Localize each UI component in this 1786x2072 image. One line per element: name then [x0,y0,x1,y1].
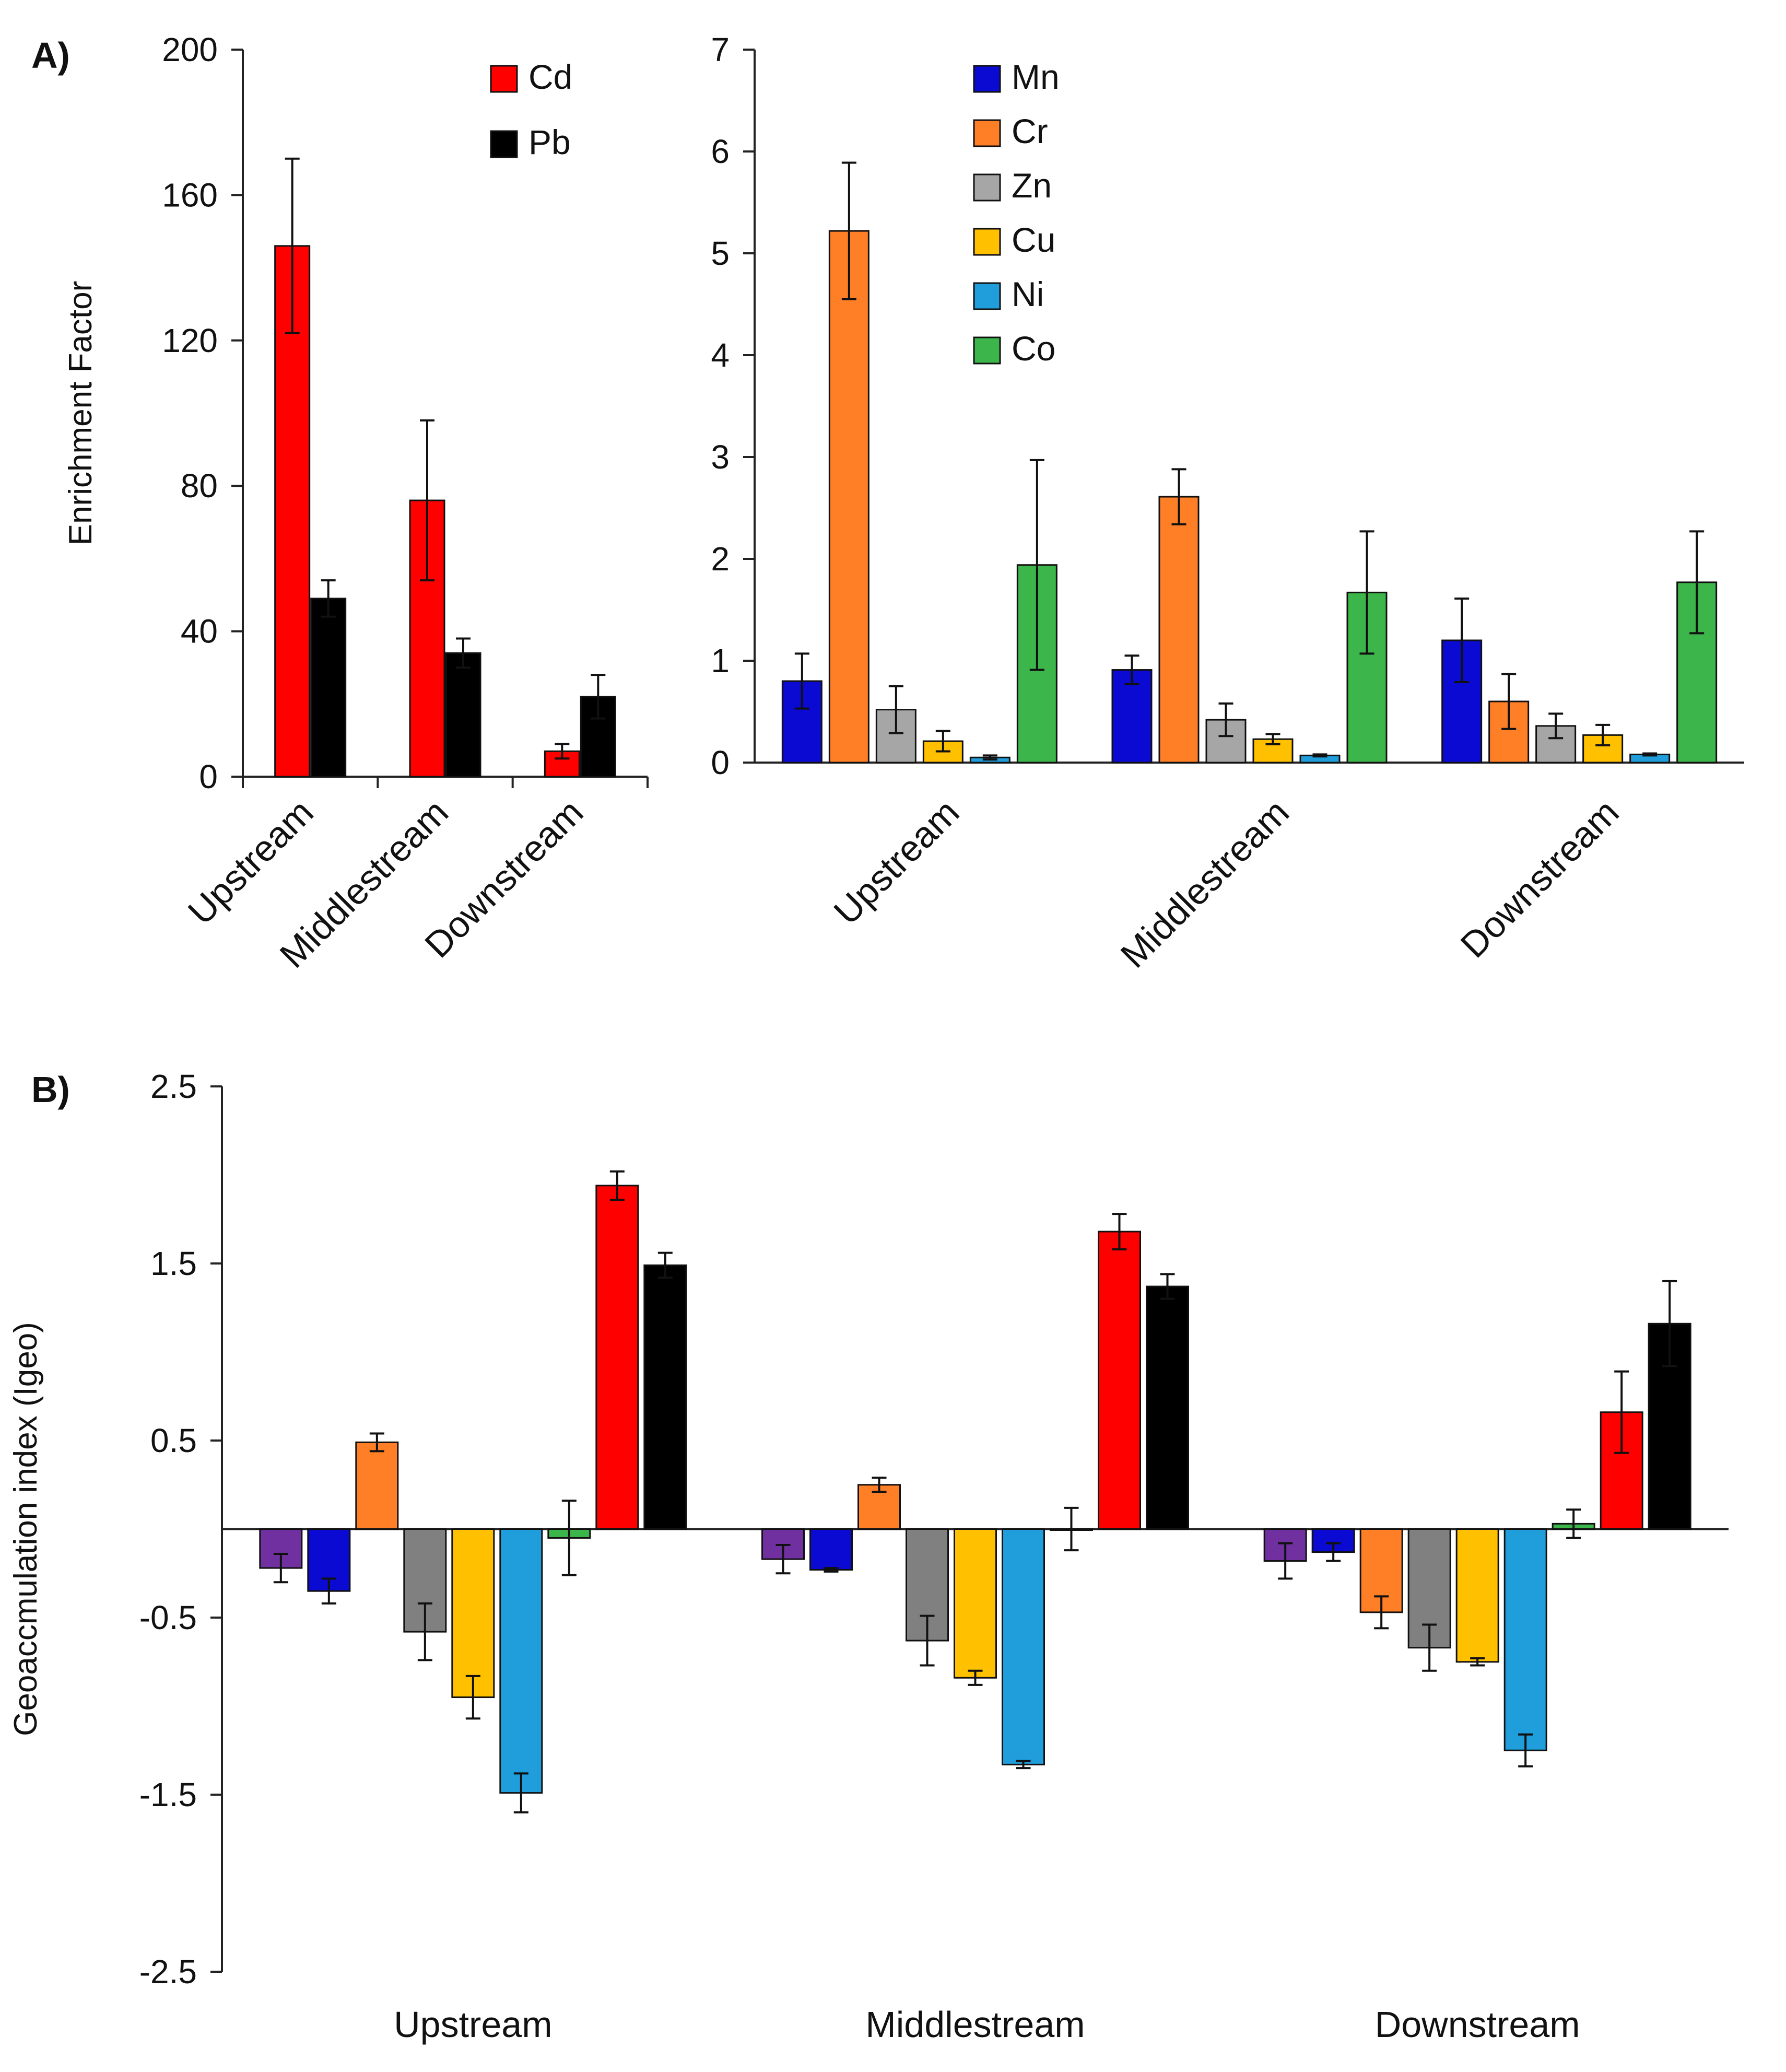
category-label-downstream: Downstream [1375,2004,1580,2045]
y-tick-label: 40 [181,613,218,650]
y-tick-label: 200 [162,31,218,68]
chart-b: -2.5 -1.5 -0.5 0.5 1.5 2.5 Geoaccmulation inde… [8,1068,1729,2045]
y-tick-label: 0 [199,758,218,795]
chart-a-right: 0 1 2 3 4 5 6 7 Upstream Middlestream Downstream Mn… [711,31,1744,976]
legend-swatch-cu [973,228,1001,256]
bar-cr-middlestream [1158,496,1200,764]
bar-pb-upstream [643,1264,687,1530]
category-label-upstream: Upstream [394,2004,552,2045]
category-label-middlestream: Middlestream [1113,791,1297,975]
legend-swatch-ni [973,282,1001,310]
y-tick-label: 4 [711,336,730,374]
bar-cd-upstream [595,1185,639,1530]
bar-cu-upstream [451,1528,495,1699]
bar-pb-middlestream [1146,1285,1189,1530]
y-tick-label: 3 [711,438,730,476]
y-tick-label: 6 [711,133,730,170]
legend-label-cr: Cr [1012,112,1048,150]
bar-pb-upstream [310,598,347,778]
bar-cr-upstream [355,1441,399,1530]
category-label-upstream: Upstream [826,791,967,932]
legend-swatch-mn [973,65,1001,93]
legend-swatch-cr [973,119,1001,147]
y-tick-label: -0.5 [139,1599,197,1636]
legend-label-cd: Cd [528,57,572,96]
y-tick-label: 1.5 [150,1245,197,1282]
bar-ni-middlestream [1002,1528,1045,1765]
category-label-upstream: Upstream [180,791,321,932]
y-tick-label: 80 [181,467,218,505]
y-tick-label: 0 [711,744,730,781]
y-tick-label: 120 [162,322,218,359]
bar-ni-downstream [1503,1528,1547,1751]
legend-swatch-cd [490,65,518,93]
bar-pb-middlestream [445,652,481,778]
y-tick-label: -1.5 [139,1776,197,1813]
category-label-downstream: Downstream [1453,791,1627,965]
y-tick-label: 2.5 [150,1068,197,1105]
category-label-middlestream: Middlestream [865,2004,1085,2045]
y-tick-label: 2 [711,540,730,578]
y-axis-title: Enrichment Factor [63,281,99,546]
y-tick-label: 0.5 [150,1422,197,1459]
legend-swatch-pb [490,130,518,158]
panel-b-label: B) [31,1069,70,1110]
y-tick-label: 1 [711,642,730,680]
y-tick-label: 160 [162,176,218,214]
bar-cr-upstream [828,230,870,764]
legend-label-zn: Zn [1012,166,1052,205]
bar-cd-middlestream [1098,1231,1141,1530]
bar-cd-upstream [274,245,311,778]
bar-cu-downstream [1455,1528,1499,1663]
y-tick-label: 5 [711,235,730,272]
bar-mn-middlestream [809,1528,853,1571]
legend-label-co: Co [1012,329,1055,368]
legend-label-cu: Cu [1012,220,1055,259]
legend-swatch-zn [973,173,1001,202]
y-axis-title: Geoaccmulation index (Igeo) [8,1322,44,1736]
bar-mn-middlestream [1111,669,1153,764]
y-tick-label: 7 [711,31,730,68]
legend-label-mn: Mn [1012,57,1060,96]
legend-label-ni: Ni [1012,275,1044,313]
legend-swatch-co [973,336,1001,365]
legend-label-pb: Pb [528,123,571,161]
bar-cu-middlestream [954,1528,997,1679]
panel-a-label: A) [31,35,70,76]
bar-ni-upstream [499,1528,543,1794]
y-tick-label: -2.5 [139,1953,197,1991]
